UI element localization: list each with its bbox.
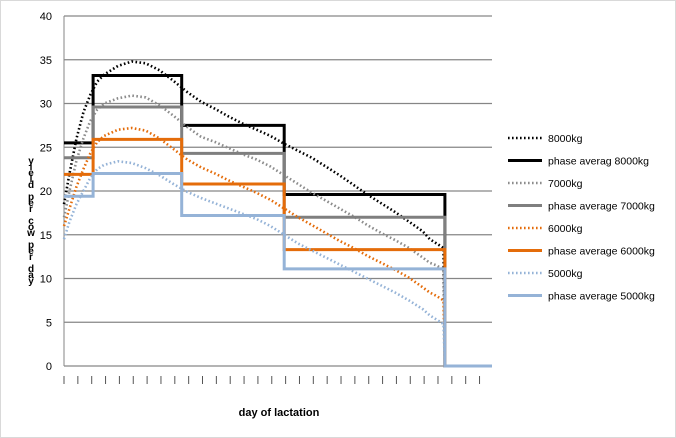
series-line [62,126,492,368]
y-axis-title-char: y [28,156,34,167]
y-tick-label: 0 [46,361,52,373]
y-axis-title-char: p [28,240,34,251]
y-tick-label: 25 [40,142,52,154]
legend-label: phase averag 8000kg [548,156,649,168]
y-tick-label: 5 [46,317,52,329]
gridlines [63,15,492,367]
legend-label: phase average 7000kg [548,201,655,213]
x-axis-title: day of lactation [239,407,320,419]
y-axis-title-char: e [28,198,34,209]
legend-label: 6000kg [548,223,583,235]
y-axis-title-char: r [29,204,33,215]
y-axis-title-char: c [28,216,34,227]
legend-label: 5000kg [548,268,583,280]
plot-series [62,60,492,368]
legend: 8000kg phase averag 8000kg 7000kg phase ave… [508,133,655,303]
y-axis-title-char: o [28,222,34,233]
legend-label: phase average 5000kg [548,291,655,303]
y-axis-title-char: e [28,246,34,257]
y-axis-title-char: w [26,228,35,239]
y-axis-title-char: a [28,270,34,281]
y-axis-title-char: p [28,192,34,203]
y-axis-title-char: r [29,252,33,263]
series-line [62,159,492,368]
series-line [64,172,492,368]
series-line [62,60,492,368]
y-tick-label: 40 [40,11,52,23]
series-line [62,94,492,368]
y-tick-label: 30 [40,99,52,111]
y-axis-title-char: d [28,264,34,275]
y-tick-label: 10 [40,274,52,286]
legend-label: phase average 6000kg [548,246,655,258]
y-axis-title-char: e [28,168,34,179]
y-axis-ticks: 0 5 10 15 20 25 30 35 40 [40,11,52,373]
series-line [64,105,492,368]
y-tick-label: 35 [40,55,52,67]
y-axis-title-char: i [30,162,33,173]
x-axis-ticks [63,376,481,384]
y-tick-label: 15 [40,230,52,242]
y-axis-title-char: l [30,174,33,185]
y-axis-title-char: y [28,276,34,287]
legend-label: 7000kg [548,178,583,190]
y-tick-label: 20 [40,186,52,198]
legend-label: 8000kg [548,133,583,145]
y-axis-title-char: d [28,180,34,191]
